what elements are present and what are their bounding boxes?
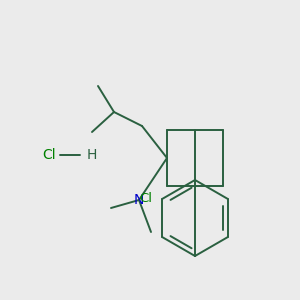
Text: N: N bbox=[134, 193, 144, 207]
Text: Cl: Cl bbox=[139, 193, 152, 206]
Text: Cl: Cl bbox=[42, 148, 56, 162]
Text: H: H bbox=[87, 148, 98, 162]
